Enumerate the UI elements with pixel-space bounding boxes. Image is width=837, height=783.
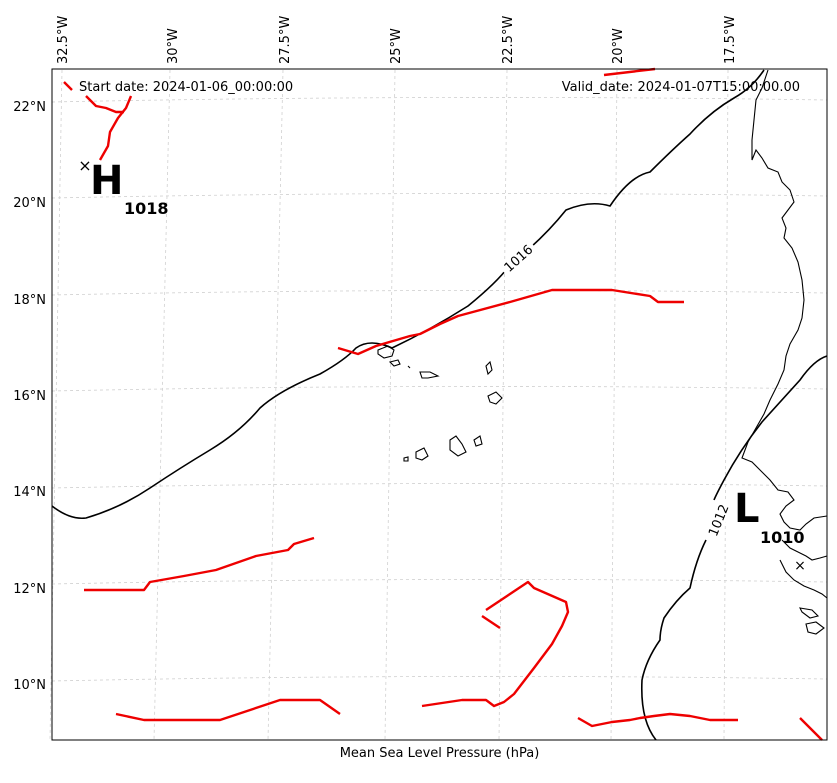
lon-tick-label: 32.5°W — [56, 16, 71, 64]
lat-tick-label: 10°N — [13, 678, 46, 693]
isobar-1012-line-2 — [640, 539, 707, 741]
lat-tick-label: 14°N — [13, 485, 46, 500]
isobars — [51, 69, 828, 741]
lat-tick-labels: 22°N 20°N 18°N 16°N 14°N 12°N 10°N — [13, 100, 46, 693]
valid-date-label: Valid_date: 2024-01-07T15:00:00.00 — [562, 80, 800, 95]
high-center-marker: × — [78, 156, 91, 175]
lon-tick-label: 30°W — [166, 28, 181, 64]
lon-tick-label: 22.5°W — [501, 16, 516, 64]
fronts — [63, 67, 823, 741]
isobar-1016-line-2 — [529, 69, 765, 249]
lat-tick-label: 18°N — [13, 293, 46, 308]
front-line — [98, 95, 133, 161]
high-center-letter: H — [90, 158, 123, 204]
front-line — [337, 288, 684, 356]
low-center-letter: L — [734, 486, 760, 532]
lat-tick-label: 16°N — [13, 389, 46, 404]
lat-tick-label: 20°N — [13, 196, 46, 211]
lat-tick-label: 12°N — [13, 582, 46, 597]
front-line — [799, 717, 823, 741]
lon-tick-labels: 32.5°W 30°W 27.5°W 25°W 22.5°W 20°W 17.5… — [56, 16, 738, 64]
front-line — [63, 81, 73, 91]
front-line — [603, 67, 656, 77]
start-date-label: Start date: 2024-01-06_00:00:00 — [79, 80, 293, 95]
isobar-1012-line — [713, 355, 828, 501]
front-line — [481, 615, 501, 629]
low-center-value: 1010 — [760, 528, 805, 547]
lat-tick-label: 22°N — [13, 100, 46, 115]
isobar-1016-line — [51, 261, 513, 520]
front-line — [115, 698, 341, 722]
x-axis-label: Mean Sea Level Pressure (hPa) — [339, 746, 540, 761]
coastline — [377, 69, 828, 635]
lon-tick-label: 17.5°W — [723, 16, 738, 64]
map-frame — [51, 68, 828, 741]
lon-tick-label: 25°W — [389, 28, 404, 64]
front-line — [421, 580, 570, 708]
graticule — [49, 69, 828, 741]
front-line — [84, 536, 315, 592]
front-line — [577, 712, 738, 728]
lon-tick-label: 20°W — [611, 28, 626, 64]
lon-tick-label: 27.5°W — [278, 16, 293, 64]
low-center-marker: × — [794, 558, 806, 574]
front-line — [85, 95, 124, 114]
high-center-value: 1018 — [124, 199, 169, 218]
